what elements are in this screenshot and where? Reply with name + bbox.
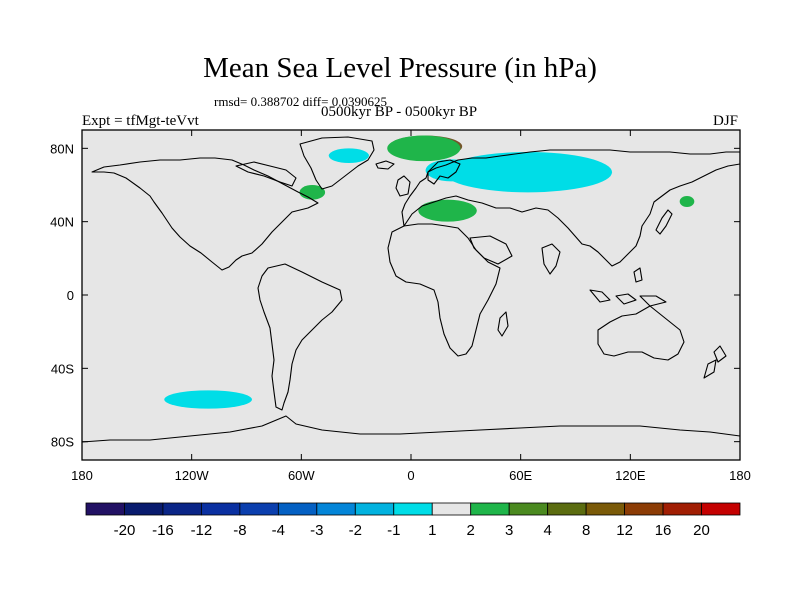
period-subtitle: 0500kyr BP - 0500kyr BP: [321, 104, 478, 120]
colorbar-box: [585, 502, 625, 516]
colorbar-box: [470, 502, 510, 516]
colorbar-label: 4: [543, 522, 551, 539]
lon-tick-label: 0: [407, 468, 414, 483]
colorbar-label: 3: [505, 522, 513, 539]
lon-tick-label: 120W: [175, 468, 210, 483]
map-title: Mean Sea Level Pressure (in hPa): [203, 52, 597, 84]
colorbar-label: 12: [616, 522, 633, 539]
colorbar-box: [277, 502, 318, 516]
colorbar-box: [85, 502, 125, 516]
anomaly-scandinavia-negative: [425, 159, 477, 182]
colorbar-box: [239, 502, 279, 516]
colorbar-label: 20: [693, 522, 710, 539]
lon-tick-label: 60W: [288, 468, 315, 483]
lat-tick-label: 80S: [51, 435, 74, 450]
anomaly-south-pacific-negative: [164, 390, 252, 409]
colorbar-label: 16: [655, 522, 672, 539]
colorbar-box: [701, 502, 741, 516]
colorbar-box: [162, 502, 202, 516]
anomaly-siberia-negative: [443, 152, 613, 193]
anomaly-layer: [164, 135, 695, 409]
colorbar-label: -20: [114, 522, 136, 539]
lat-tick-label: 80N: [50, 141, 74, 156]
season-label: DJF: [713, 113, 739, 129]
colorbar-label: 1: [428, 522, 436, 539]
colorbar-box: [547, 502, 587, 516]
colorbar-label: -4: [272, 522, 285, 539]
map-background: [82, 130, 740, 460]
lat-tick-label: 40S: [51, 361, 74, 376]
stats-subtitle: rmsd= 0.388702 diff= 0.0390625: [214, 94, 387, 109]
lon-tick-label: 180: [71, 468, 93, 483]
colorbar-label: -8: [233, 522, 246, 539]
colorbar-label: -2: [349, 522, 362, 539]
lon-tick-label: 60E: [509, 468, 532, 483]
colorbar-box: [662, 502, 702, 516]
lon-tick-label: 120E: [615, 468, 646, 483]
colorbar-label: 2: [467, 522, 475, 539]
anomaly-greenland-sea-positive: [387, 135, 461, 162]
lat-tick-label: 40N: [50, 215, 74, 230]
lon-tick-label: 180: [729, 468, 751, 483]
colorbar-box: [393, 502, 433, 516]
colorbar-label: -1: [387, 522, 400, 539]
experiment-label: Expt = tfMgt-teVvt: [82, 113, 199, 129]
colorbar-box: [508, 502, 549, 516]
colorbar-box: [201, 502, 241, 516]
colorbar-box: [316, 502, 356, 516]
colorbar-box: [124, 502, 164, 516]
colorbar-box: [354, 502, 395, 516]
anomaly-europe-positive: [418, 199, 477, 222]
anomaly-kamchatka-positive: [679, 196, 695, 207]
coastlines: [82, 136, 740, 443]
colorbar: -20 -16 -12 -8 -4 -3 -2 -1 1 2 3 4 8 12 16 20: [85, 502, 741, 539]
colorbar-label: -12: [191, 522, 213, 539]
colorbar-box: [431, 502, 472, 516]
colorbar-label: 8: [582, 522, 590, 539]
colorbar-box: [624, 502, 664, 516]
axis-ticks: 80N 40N 0 40S 80S 180 120W 60W 0 60E 120E 180: [50, 130, 751, 483]
lat-tick-label: 0: [67, 288, 74, 303]
anomaly-denmark-strait-negative: [328, 148, 369, 164]
colorbar-label: -16: [152, 522, 174, 539]
colorbar-label: -3: [310, 522, 323, 539]
